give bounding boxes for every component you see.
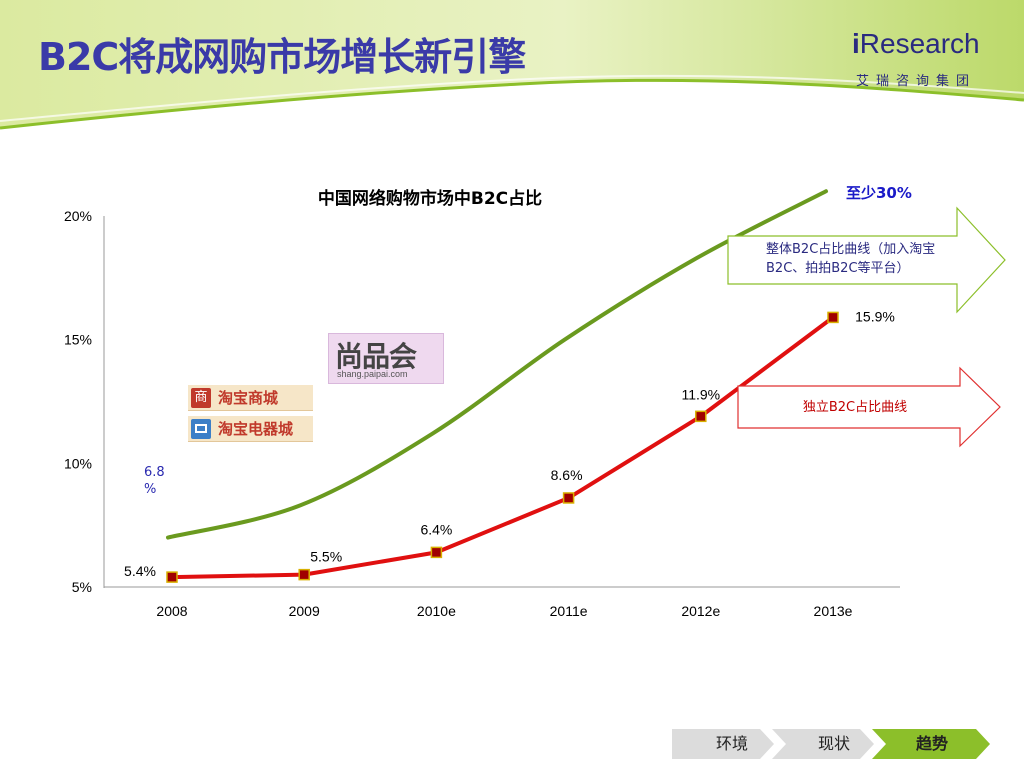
callout-independent-text: 独立B2C占比曲线 (802, 400, 908, 415)
data-marker (827, 311, 839, 324)
section-nav: 环境 现状 趋势 (672, 729, 992, 759)
data-marker (695, 410, 707, 423)
x-tick-label: 2009 (289, 603, 320, 619)
x-tick-label: 2013e (814, 603, 853, 619)
shangpinhui-url: shang.paipai.com (337, 369, 408, 379)
y-tick-label: 15% (64, 332, 92, 348)
independent-b2c-share-line (171, 315, 835, 580)
logo-subtitle: 艾瑞咨询集团 (856, 74, 977, 89)
header-banner (0, 0, 1024, 130)
y-tick-label: 20% (64, 208, 92, 224)
taobao-electronics-label: 淘宝电器城 (218, 420, 294, 438)
page-title: B2C将成网购市场增长新引擎 (38, 35, 526, 79)
tab-trend[interactable]: 趋势 (915, 734, 948, 753)
shangpinhui-name: 尚品会 (335, 340, 417, 373)
taobao-mall-icon: 商 (191, 388, 211, 408)
monitor-icon (191, 419, 211, 439)
taobao-mall-label: 淘宝商城 (218, 389, 279, 407)
data-label: 15.9% (855, 308, 895, 324)
data-label: 8.6% (551, 467, 583, 483)
logo-i: i (852, 28, 860, 59)
x-tick-labels: 2008 2009 2010e 2011e 2012e 2013e (156, 603, 852, 619)
data-marker (166, 571, 178, 583)
x-tick-label: 2012e (681, 603, 720, 619)
tab-environment[interactable]: 环境 (715, 734, 748, 753)
x-tick-label: 2008 (156, 603, 187, 619)
chart-title: 中国网络购物市场中B2C占比 (318, 188, 542, 209)
taobao-mall-logo: 商 淘宝商城 (188, 385, 313, 411)
callout-overall-text: 整体B2C占比曲线（加入淘宝B2C、拍拍B2C等平台） (766, 242, 936, 276)
data-marker (430, 546, 443, 559)
nav-tab-shape-status (772, 729, 874, 759)
y-tick-labels: 20% 15% 10% 5% (64, 208, 92, 595)
nav-tab-shape-env (672, 729, 774, 759)
data-label: 5.4% (124, 563, 156, 579)
logo-wordmark: iResearch (852, 28, 980, 60)
tab-status[interactable]: 现状 (817, 734, 850, 753)
x-tick-label: 2010e (417, 603, 456, 619)
data-marker (562, 492, 575, 504)
overall-start-label: 6.8% (144, 465, 165, 497)
y-tick-label: 10% (64, 455, 92, 471)
iresearch-logo: iResearch 艾瑞咨询集团 (852, 28, 1002, 89)
callout-arrow-independent (737, 366, 1001, 448)
data-label: 11.9% (681, 386, 720, 402)
y-tick-label: 5% (72, 579, 92, 595)
independent-data-markers (166, 311, 839, 583)
shangpinhui-logo: 尚品会 shang.paipai.com (328, 333, 444, 384)
overall-b2c-share-line (166, 189, 828, 540)
x-tick-label: 2011e (550, 603, 588, 619)
data-label: 5.5% (310, 549, 342, 565)
nav-tab-shape-trend (872, 729, 990, 759)
independent-data-labels: 5.4% 5.5% 6.4% 8.6% 11.9% 15.9% (124, 308, 895, 579)
callout-arrow-overall (727, 206, 1006, 314)
logo-research: Research (859, 28, 980, 59)
overall-end-label: 至少30% (846, 184, 912, 202)
taobao-electronics-logo: 淘宝电器城 (188, 416, 313, 442)
data-label: 6.4% (420, 521, 452, 537)
data-marker (298, 568, 310, 581)
